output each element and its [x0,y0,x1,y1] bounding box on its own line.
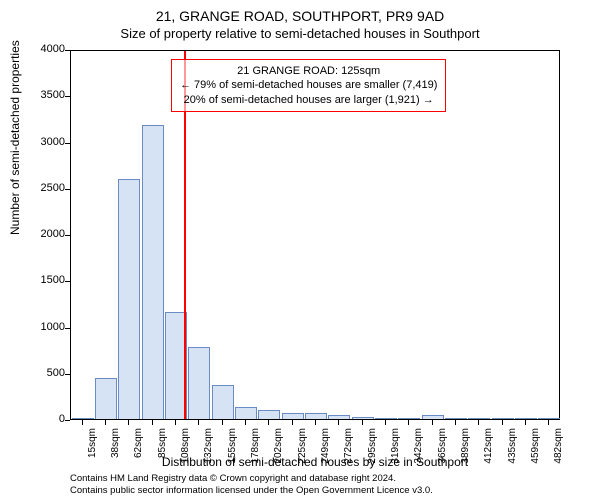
chart-plot-area: 21 GRANGE ROAD: 125sqm← 79% of semi-deta… [70,50,560,420]
x-tick [198,420,199,425]
histogram-bar [118,179,140,420]
footer-line2: Contains public sector information licen… [70,485,433,496]
x-tick [152,420,153,425]
x-axis-label: Distribution of semi-detached houses by … [70,455,560,469]
histogram-bar [422,415,444,419]
histogram-bar [352,417,374,419]
histogram-bar [258,410,280,419]
y-tick [65,189,70,190]
x-tick [455,420,456,425]
y-tick-label: 1000 [30,321,65,333]
x-tick [408,420,409,425]
annotation-box: 21 GRANGE ROAD: 125sqm← 79% of semi-deta… [171,59,446,112]
y-tick-label: 2000 [30,228,65,240]
x-tick [82,420,83,425]
histogram-bar [142,125,164,419]
y-tick-label: 0 [30,413,65,425]
x-tick [315,420,316,425]
y-tick [65,96,70,97]
y-tick-label: 500 [30,367,65,379]
x-tick [525,420,526,425]
y-tick [65,50,70,51]
y-tick-label: 3500 [30,89,65,101]
histogram-bar [445,418,467,419]
y-tick-label: 2500 [30,182,65,194]
x-tick [175,420,176,425]
x-tick [385,420,386,425]
x-tick [432,420,433,425]
histogram-bar [235,407,257,419]
chart-container: 21, GRANGE ROAD, SOUTHPORT, PR9 9AD Size… [0,0,600,500]
x-tick [292,420,293,425]
x-tick [245,420,246,425]
histogram-bar [398,418,420,419]
y-tick-label: 4000 [30,43,65,55]
histogram-bar [305,413,327,419]
histogram-bar [468,418,490,419]
histogram-bar [282,413,304,419]
histogram-bar [212,385,234,419]
chart-title-sub: Size of property relative to semi-detach… [0,24,600,41]
y-tick [65,235,70,236]
y-axis-label: Number of semi-detached properties [8,40,22,235]
chart-title-main: 21, GRANGE ROAD, SOUTHPORT, PR9 9AD [0,0,600,24]
y-tick [65,374,70,375]
histogram-bar [375,418,397,419]
x-tick [548,420,549,425]
footer-line1: Contains HM Land Registry data © Crown c… [70,473,433,484]
y-tick [65,328,70,329]
x-tick [362,420,363,425]
x-tick [478,420,479,425]
histogram-bar [492,418,514,419]
y-tick [65,281,70,282]
x-tick [222,420,223,425]
y-tick-label: 1500 [30,274,65,286]
annotation-line: ← 79% of semi-detached houses are smalle… [180,78,437,92]
histogram-bar [515,418,537,419]
histogram-bar [328,415,350,419]
x-tick [338,420,339,425]
y-tick [65,420,70,421]
footer-attribution: Contains HM Land Registry data © Crown c… [70,473,433,496]
annotation-line: 20% of semi-detached houses are larger (… [180,93,437,107]
y-tick [65,143,70,144]
histogram-bar [95,378,117,419]
x-tick [105,420,106,425]
histogram-bar [188,347,210,419]
x-tick [268,420,269,425]
histogram-bar [72,418,94,419]
histogram-bar [538,418,560,419]
annotation-line: 21 GRANGE ROAD: 125sqm [180,64,437,78]
y-tick-label: 3000 [30,136,65,148]
x-tick [128,420,129,425]
x-tick [502,420,503,425]
